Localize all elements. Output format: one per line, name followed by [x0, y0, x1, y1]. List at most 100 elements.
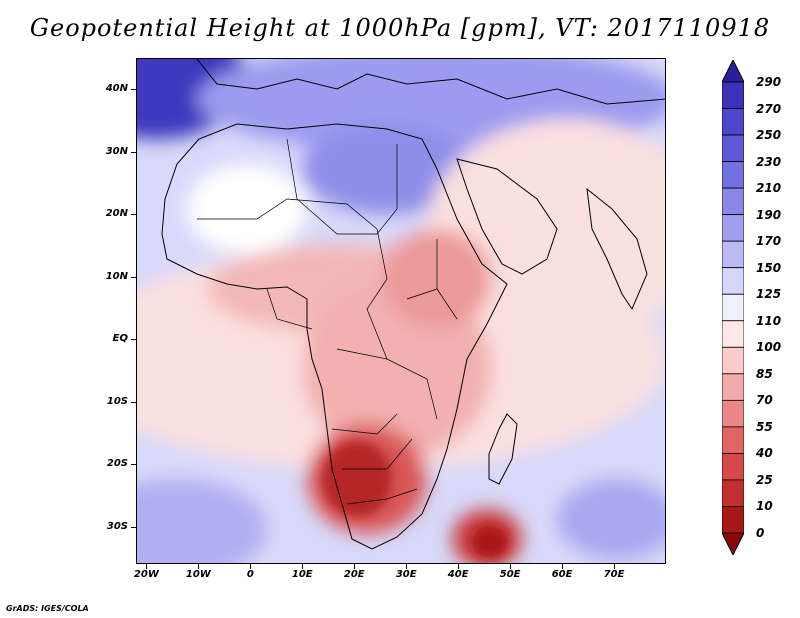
colorbar-box: [722, 320, 744, 348]
madagascar-coastline: [488, 413, 518, 485]
x-tick: [406, 564, 408, 569]
colorbar-box: [722, 426, 744, 454]
x-tick-label: 50E: [499, 569, 521, 580]
kalahari-core-low: [322, 441, 392, 517]
colorbar: [722, 60, 744, 555]
y-tick: [131, 214, 136, 216]
x-tick: [510, 564, 512, 569]
south-ocean-high-field: [557, 479, 665, 559]
map-canvas: [137, 59, 665, 563]
colorbar-box: [722, 161, 744, 189]
y-tick: [131, 151, 136, 153]
west-white-field: [187, 164, 307, 254]
border-6: [331, 413, 398, 435]
colorbar-level-label: 250: [756, 128, 782, 143]
y-tick: [131, 401, 136, 403]
x-tick-label: 70E: [603, 569, 625, 580]
colorbar-box: [722, 453, 744, 481]
colorbar-level-label: 25: [756, 472, 773, 487]
colorbar-level-label: 210: [756, 181, 782, 196]
x-tick: [562, 564, 564, 569]
colorbar-level-label: 85: [756, 366, 773, 381]
colorbar-box: [722, 346, 744, 375]
colorbar-box: [722, 479, 744, 507]
sahara-high-field: [302, 124, 472, 214]
colorbar-level-label: 0: [756, 526, 765, 540]
colorbar-level-label: 290: [756, 75, 782, 89]
colorbar-top-arrow: [722, 60, 744, 83]
colorbar-level-label: 170: [756, 234, 782, 249]
colorbar-level-label: 70: [756, 393, 773, 408]
x-tick-label: 0: [246, 569, 254, 580]
x-tick: [146, 564, 148, 569]
x-tick-label: 60E: [551, 569, 573, 580]
border-8: [346, 488, 418, 505]
y-tick-label: 20S: [106, 458, 128, 470]
x-tick: [614, 564, 616, 569]
y-tick: [131, 526, 136, 528]
colorbar-box: [722, 214, 744, 242]
chart-title: Geopotential Height at 1000hPa [gpm], VT…: [29, 14, 771, 42]
sw-ocean-high-field: [137, 479, 267, 563]
y-tick-label: EQ: [112, 333, 128, 345]
colorbar-box: [722, 81, 744, 109]
colorbar-level-label: 110: [756, 313, 782, 328]
x-tick: [198, 564, 200, 569]
europe-coastline: [196, 59, 665, 105]
x-tick-label: 20E: [343, 569, 365, 580]
madagascar-core-low: [472, 526, 508, 558]
colorbar-box: [722, 108, 744, 136]
y-tick-label: 40N: [105, 83, 128, 95]
arabia-coastline: [456, 158, 558, 275]
colorbar-box: [722, 293, 744, 322]
border-4: [266, 288, 313, 330]
y-tick: [131, 339, 136, 341]
colorbar-box: [722, 187, 744, 216]
grads-credit: GrADS: IGES/COLA: [6, 604, 89, 613]
country-borders: [197, 138, 458, 505]
y-tick-label: 30S: [106, 520, 128, 532]
colorbar-box: [722, 506, 744, 534]
y-tick: [131, 89, 136, 91]
x-tick-label: 20W: [133, 569, 159, 580]
colorbar-level-label: 270: [756, 101, 782, 116]
y-tick-label: 10S: [106, 395, 128, 407]
colorbar-box: [722, 240, 744, 269]
africa-coastline: [161, 123, 508, 550]
x-tick-label: 40E: [447, 569, 469, 580]
x-tick: [250, 564, 252, 569]
colorbar-box: [722, 373, 744, 401]
border-10: [406, 288, 438, 300]
border-2: [286, 138, 398, 235]
colorbar-box: [722, 267, 744, 295]
colorbar-level-label: 40: [756, 446, 773, 461]
colorbar-box: [722, 399, 744, 428]
border-1: [197, 198, 378, 230]
colorbar-level-label: 100: [756, 340, 782, 355]
border-3: [366, 228, 388, 360]
colorbar-level-label: 190: [756, 207, 782, 222]
colorbar-box: [722, 134, 744, 162]
y-tick-label: 20N: [105, 208, 128, 220]
y-tick-label: 30N: [105, 145, 128, 157]
x-tick-label: 10E: [291, 569, 313, 580]
colorbar-bottom-arrow: [722, 532, 744, 555]
x-tick: [354, 564, 356, 569]
colorbar-level-label: 10: [756, 499, 773, 514]
colorbar-level-label: 55: [756, 419, 773, 434]
colorbar-level-label: 150: [756, 260, 782, 275]
colorbar-level-label: 230: [756, 154, 782, 169]
x-tick-label: 10W: [185, 569, 211, 580]
map-plot: [136, 58, 666, 564]
india-coastline: [586, 187, 648, 311]
coastlines: [161, 59, 665, 550]
y-tick: [131, 464, 136, 466]
y-tick-label: 10N: [105, 270, 128, 282]
y-tick: [131, 276, 136, 278]
x-tick-label: 30E: [395, 569, 417, 580]
border-5: [336, 348, 438, 420]
border-7: [342, 438, 413, 470]
colorbar-level-label: 125: [756, 287, 782, 302]
x-tick: [302, 564, 304, 569]
x-tick: [458, 564, 460, 569]
